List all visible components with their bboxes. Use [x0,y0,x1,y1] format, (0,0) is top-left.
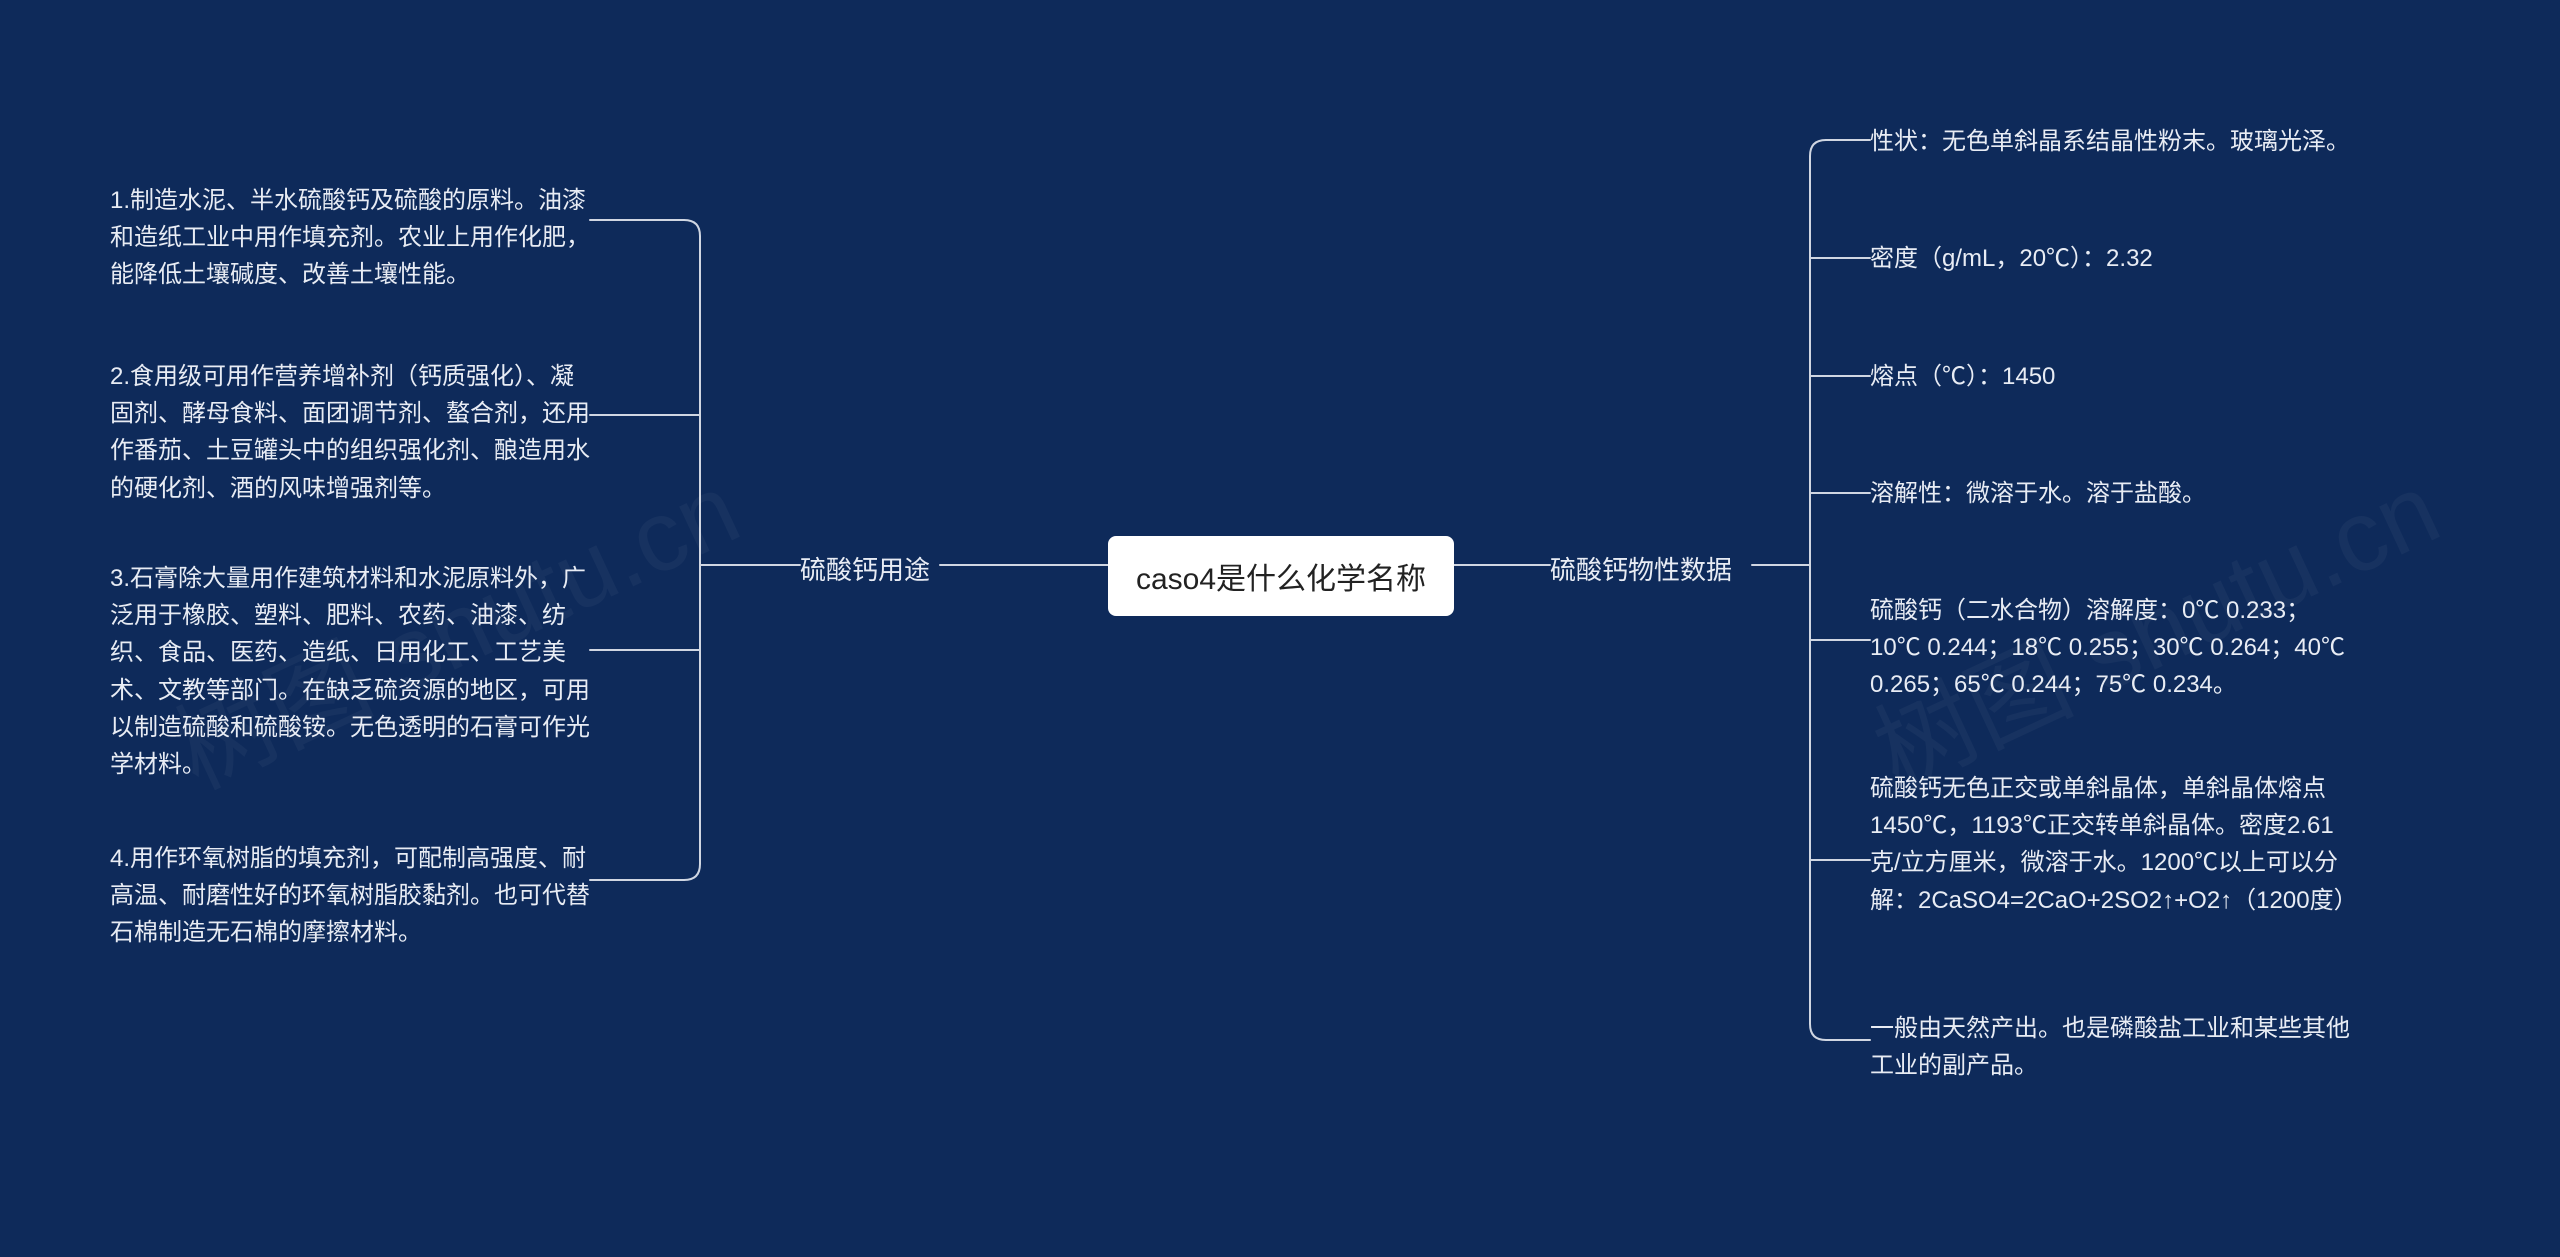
right-leaf-5: 硫酸钙（二水合物）溶解度：0℃ 0.233；10℃ 0.244；18℃ 0.25… [1870,592,2350,704]
right-leaf-3: 熔点（℃）：1450 [1870,358,2350,395]
left-leaf-1: 1.制造水泥、半水硫酸钙及硫酸的原料。油漆和造纸工业中用作填充剂。农业上用作化肥… [110,182,590,294]
left-branch: 硫酸钙用途 [800,550,930,587]
right-branch: 硫酸钙物性数据 [1550,550,1732,587]
right-leaf-7: 一般由天然产出。也是磷酸盐工业和某些其他工业的副产品。 [1870,1010,2350,1084]
left-leaf-3: 3.石膏除大量用作建筑材料和水泥原料外，广泛用于橡胶、塑料、肥料、农药、油漆、纺… [110,560,590,783]
right-leaf-1: 性状：无色单斜晶系结晶性粉末。玻璃光泽。 [1870,123,2350,160]
left-leaf-4: 4.用作环氧树脂的填充剂，可配制高强度、耐高温、耐磨性好的环氧树脂胶黏剂。也可代… [110,840,590,952]
right-leaf-2: 密度（g/mL，20℃）：2.32 [1870,240,2350,277]
left-leaf-2: 2.食用级可用作营养增补剂（钙质强化）、凝固剂、酵母食料、面团调节剂、螯合剂，还… [110,358,590,507]
right-leaf-6: 硫酸钙无色正交或单斜晶体，单斜晶体熔点1450℃，1193℃正交转单斜晶体。密度… [1870,770,2350,919]
right-leaf-4: 溶解性：微溶于水。溶于盐酸。 [1870,475,2350,512]
center-topic: caso4是什么化学名称 [1108,536,1454,616]
